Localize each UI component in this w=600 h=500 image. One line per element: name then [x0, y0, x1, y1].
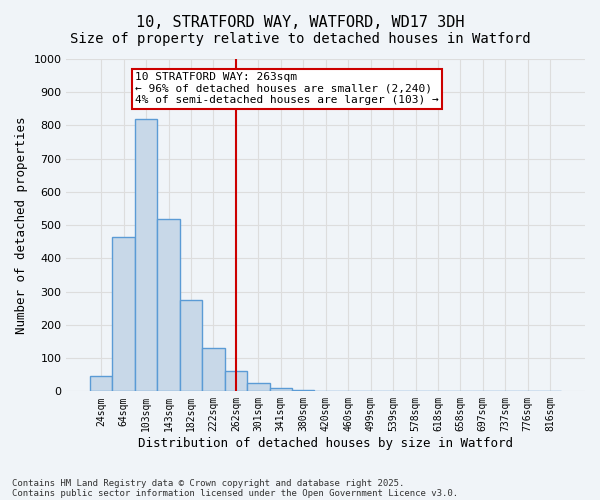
Bar	[157, 218, 180, 392]
Bar	[202, 348, 224, 392]
Text: 10 STRATFORD WAY: 263sqm
← 96% of detached houses are smaller (2,240)
4% of semi: 10 STRATFORD WAY: 263sqm ← 96% of detach…	[135, 72, 439, 106]
Bar	[90, 376, 112, 392]
Bar	[112, 237, 135, 392]
Bar	[269, 388, 292, 392]
Bar	[314, 390, 337, 392]
Text: 10, STRATFORD WAY, WATFORD, WD17 3DH: 10, STRATFORD WAY, WATFORD, WD17 3DH	[136, 15, 464, 30]
X-axis label: Distribution of detached houses by size in Watford: Distribution of detached houses by size …	[138, 437, 513, 450]
Text: Size of property relative to detached houses in Watford: Size of property relative to detached ho…	[70, 32, 530, 46]
Bar	[247, 383, 269, 392]
Text: Contains HM Land Registry data © Crown copyright and database right 2025.: Contains HM Land Registry data © Crown c…	[12, 478, 404, 488]
Bar	[135, 119, 157, 392]
Bar	[292, 390, 314, 392]
Y-axis label: Number of detached properties: Number of detached properties	[15, 116, 28, 334]
Bar	[224, 372, 247, 392]
Bar	[180, 300, 202, 392]
Text: Contains public sector information licensed under the Open Government Licence v3: Contains public sector information licen…	[12, 488, 458, 498]
